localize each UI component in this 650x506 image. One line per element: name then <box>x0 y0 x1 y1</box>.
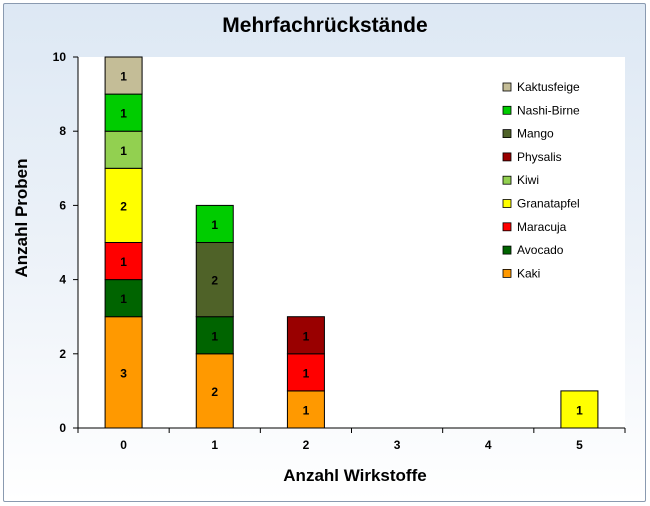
x-tick-label: 2 <box>303 438 310 452</box>
y-tick-label: 0 <box>59 421 66 435</box>
legend-label: Nashi-Birne <box>517 103 580 117</box>
x-tick-label: 1 <box>211 438 218 452</box>
bar-segment <box>104 279 143 318</box>
bar-segment <box>104 167 143 243</box>
legend-label: Granatapfel <box>517 197 580 211</box>
bar-segment <box>104 56 143 95</box>
legend-label: Kaki <box>517 266 540 280</box>
bar-segment <box>560 390 599 429</box>
y-tick-label: 10 <box>53 50 67 64</box>
plot-area <box>78 57 625 428</box>
x-tick-label: 0 <box>120 438 127 452</box>
x-tick-label: 3 <box>394 438 401 452</box>
legend-swatch <box>502 105 512 115</box>
bar-segment <box>286 390 325 429</box>
data-label: 1 <box>576 403 583 417</box>
legend-swatch <box>502 152 512 162</box>
bar-segment <box>104 316 143 429</box>
y-tick-label: 6 <box>59 198 66 212</box>
legend-swatch <box>502 199 512 208</box>
data-label: 2 <box>211 385 218 399</box>
legend-swatch <box>502 222 512 232</box>
data-label: 1 <box>303 329 310 343</box>
data-label: 1 <box>120 70 127 84</box>
y-tick-label: 8 <box>59 124 66 138</box>
legend-label: Physalis <box>517 150 562 164</box>
x-axis-label: Anzahl Wirkstoffe <box>283 466 427 485</box>
legend-swatch <box>502 245 512 255</box>
data-label: 1 <box>303 403 310 417</box>
y-tick-label: 4 <box>59 273 66 287</box>
legend-label: Avocado <box>517 243 564 257</box>
bar-segment <box>286 316 325 355</box>
data-label: 1 <box>303 366 310 380</box>
legend-swatch <box>502 175 512 185</box>
x-tick-label: 5 <box>576 438 583 452</box>
x-tick-label: 4 <box>485 438 492 452</box>
data-label: 1 <box>211 329 218 343</box>
data-label: 2 <box>120 199 127 213</box>
data-label: 1 <box>120 292 127 306</box>
bar-segment <box>195 353 234 429</box>
bar-segment <box>104 93 143 132</box>
legend-swatch <box>502 129 512 139</box>
bar-segment <box>195 242 234 318</box>
legend-label: Kiwi <box>517 173 539 187</box>
bar-segment <box>104 242 143 281</box>
y-tick-label: 2 <box>59 347 66 361</box>
legend-label: Mango <box>517 127 554 141</box>
data-label: 1 <box>120 144 127 158</box>
data-label: 1 <box>211 218 218 232</box>
data-label: 3 <box>120 366 127 380</box>
legend-label: Maracuja <box>517 220 567 234</box>
legend-swatch <box>502 268 512 278</box>
chart-title: Mehrfachrückstände <box>222 14 428 37</box>
legend-label: Kaktusfeige <box>517 80 580 94</box>
legend-swatch <box>502 82 512 92</box>
bar-segment <box>195 204 234 243</box>
bar-segment <box>286 353 325 392</box>
data-label: 2 <box>211 274 218 288</box>
data-label: 1 <box>120 255 127 269</box>
data-label: 1 <box>120 107 127 121</box>
